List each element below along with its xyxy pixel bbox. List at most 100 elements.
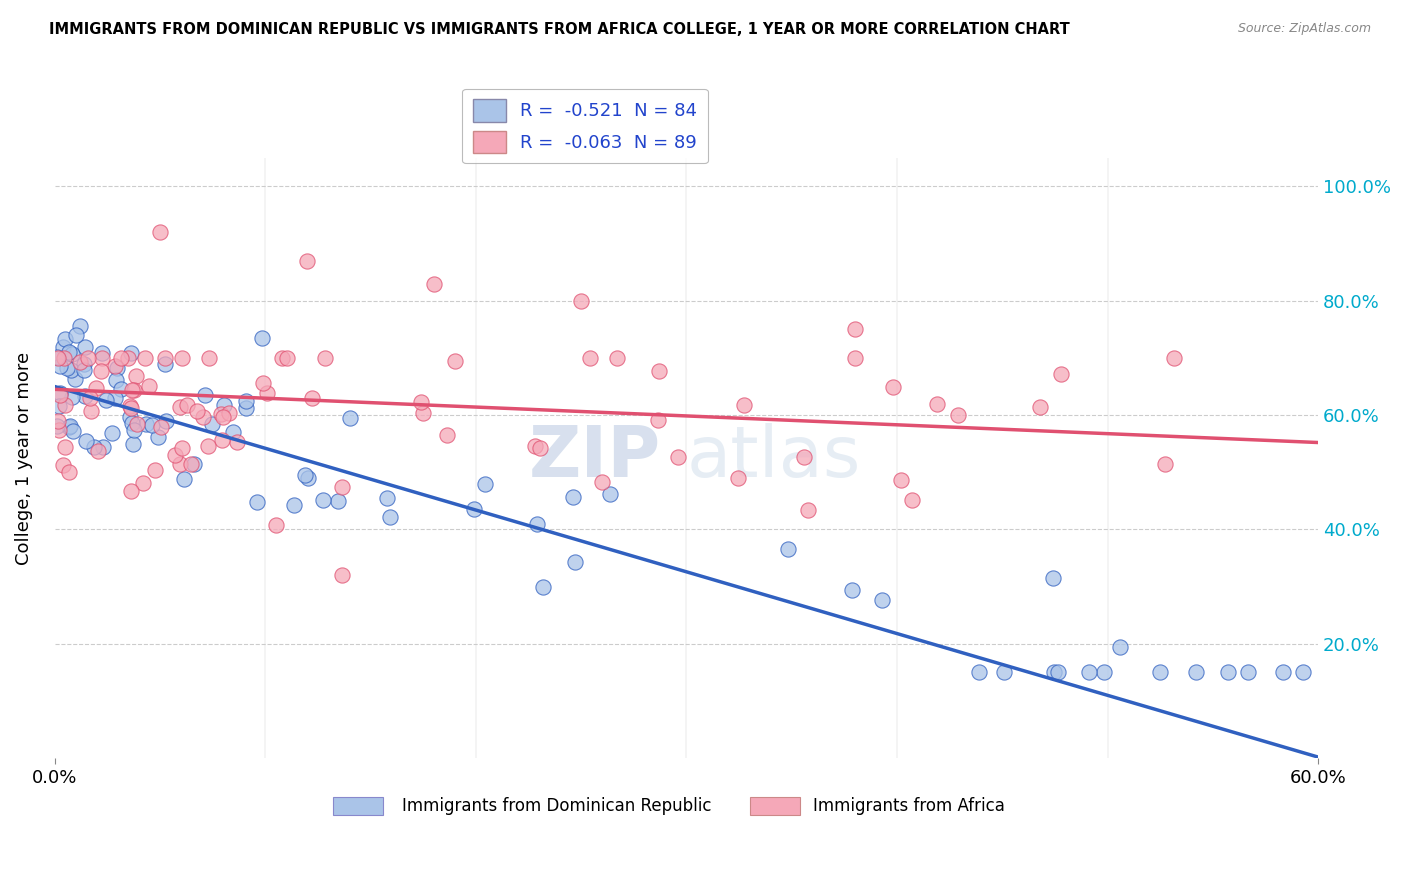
Point [62,424,84,438]
Point [60,347,83,361]
Point [569,293,592,308]
Point [172,351,194,365]
Point [52,351,75,365]
Point [252,331,274,345]
Point [76,351,98,365]
Point [110,351,132,365]
Point [271,351,294,365]
Point [523,439,546,453]
Point [173,472,195,486]
Point [648,364,671,378]
Point [46,414,69,428]
Point [125,369,148,384]
Point [59,418,82,433]
Point [252,376,274,391]
Point [529,441,551,455]
Point [993,665,1015,680]
Point [870,592,893,607]
Point [87,444,110,458]
Point [72,357,94,371]
Point [218,406,240,420]
Point [564,555,586,569]
Point [1163,351,1185,365]
Point [122,437,145,451]
Point [48,423,70,437]
Point [118,399,141,413]
Point [1046,665,1069,680]
Point [93,440,115,454]
Point [778,541,800,556]
Point [56,360,79,375]
Point [104,359,127,374]
Point [1108,640,1130,654]
Point [647,413,669,427]
Point [443,353,465,368]
Point [48,351,70,365]
Point [49,388,72,402]
Point [94,392,117,407]
Point [75,340,97,354]
Point [1216,665,1239,680]
Text: ZIP: ZIP [529,424,661,492]
Point [149,225,172,239]
Text: Immigrants from Dominican Republic: Immigrants from Dominican Republic [402,797,711,815]
Point [225,435,247,450]
Legend: R =  -0.521  N = 84, R =  -0.063  N = 89: R = -0.521 N = 84, R = -0.063 N = 89 [463,88,709,163]
Point [105,373,128,387]
Point [53,440,76,454]
Point [1292,665,1315,680]
Point [474,477,496,491]
Point [328,493,350,508]
Point [60,390,83,404]
Point [69,318,91,333]
Point [276,351,298,365]
Point [143,463,166,477]
Point [90,364,112,378]
Point [75,434,97,448]
Point [1237,665,1260,680]
Point [198,351,221,365]
Point [80,403,103,417]
Point [134,351,156,365]
Point [526,517,548,532]
Point [163,448,186,462]
Point [63,372,86,386]
Point [793,450,815,464]
Point [422,277,444,291]
Point [235,401,257,415]
Point [797,503,820,517]
Point [1042,571,1064,585]
Point [330,567,353,582]
Point [301,391,323,405]
Point [256,386,278,401]
Point [75,389,97,403]
Point [132,475,155,490]
Point [120,345,142,359]
Point [844,351,866,365]
Point [378,510,401,524]
Point [141,417,163,432]
Text: atlas: atlas [686,424,860,492]
Point [212,398,235,412]
Point [412,406,434,420]
Text: Source: ZipAtlas.com: Source: ZipAtlas.com [1237,22,1371,36]
Point [463,502,485,516]
Point [153,351,176,365]
Point [135,417,157,431]
Point [1185,665,1208,680]
Point [297,253,319,268]
Point [120,401,142,416]
Point [45,351,67,365]
Point [52,458,75,472]
Point [124,383,146,397]
Point [201,417,224,431]
Point [890,473,912,487]
Point [121,384,143,398]
Point [1078,665,1101,680]
Point [212,410,235,425]
Point [183,458,205,472]
Point [1092,665,1115,680]
Point [599,486,621,500]
Point [294,467,316,482]
FancyBboxPatch shape [749,797,800,815]
